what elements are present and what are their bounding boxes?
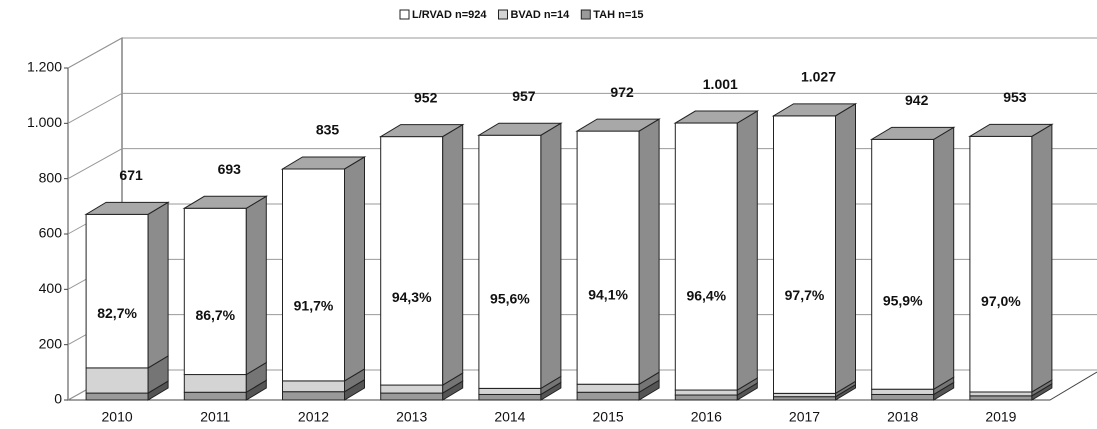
total-label: 953 bbox=[1003, 89, 1027, 105]
total-label: 942 bbox=[905, 92, 929, 108]
share-label: 95,9% bbox=[883, 292, 923, 308]
legend-swatch bbox=[399, 9, 410, 20]
y-tick-label: 400 bbox=[39, 280, 63, 296]
grid-line bbox=[67, 37, 1097, 69]
bar-side bbox=[442, 123, 464, 386]
bar-segment bbox=[183, 207, 247, 376]
legend-label: BVAD n=14 bbox=[510, 9, 570, 21]
bar-segment bbox=[478, 393, 542, 401]
bar-segment bbox=[576, 130, 640, 385]
x-tick-label: 2019 bbox=[985, 409, 1016, 425]
y-tick-label: 600 bbox=[39, 225, 63, 241]
bar-top bbox=[673, 110, 760, 124]
share-label: 95,6% bbox=[490, 290, 530, 306]
x-tick-label: 2015 bbox=[593, 409, 624, 425]
total-label: 671 bbox=[119, 167, 143, 183]
share-label: 86,7% bbox=[195, 307, 235, 323]
bar-top bbox=[477, 122, 563, 136]
bar-side bbox=[1031, 123, 1053, 393]
bar-segment bbox=[183, 391, 247, 401]
bar-segment bbox=[85, 213, 149, 369]
bar-top bbox=[771, 103, 858, 117]
x-tick-label: 2010 bbox=[102, 409, 133, 425]
share-label: 94,3% bbox=[392, 289, 432, 305]
bar-top bbox=[280, 156, 367, 170]
bar-side bbox=[933, 126, 955, 391]
total-label: 835 bbox=[316, 122, 340, 138]
bar-side bbox=[638, 118, 660, 386]
bar-top bbox=[84, 201, 170, 215]
bar-segment bbox=[674, 394, 738, 401]
bar-segment bbox=[478, 387, 542, 395]
bar-side bbox=[245, 195, 267, 376]
bar-segment bbox=[282, 168, 345, 382]
x-tick-label: 2014 bbox=[494, 409, 525, 425]
bar-side bbox=[835, 102, 856, 395]
bar-side bbox=[344, 156, 365, 382]
bar-segment bbox=[183, 374, 247, 393]
x-tick-label: 2016 bbox=[691, 409, 722, 425]
bar-segment bbox=[576, 383, 640, 393]
bar-segment bbox=[576, 391, 640, 401]
total-label: 1.027 bbox=[801, 69, 836, 85]
share-label: 91,7% bbox=[294, 297, 334, 313]
bar-segment bbox=[380, 136, 444, 386]
bar-top bbox=[869, 126, 956, 140]
x-tick-label: 2012 bbox=[298, 409, 329, 425]
y-tick-label: 200 bbox=[39, 335, 63, 351]
total-label: 952 bbox=[414, 89, 438, 105]
y-tick-label: 800 bbox=[39, 169, 63, 185]
share-label: 97,7% bbox=[785, 287, 825, 303]
bar-top bbox=[182, 195, 269, 209]
bar-segment bbox=[380, 392, 444, 401]
bar-segment bbox=[871, 393, 935, 401]
bar-side bbox=[736, 110, 758, 391]
bar-segment bbox=[85, 392, 149, 401]
x-tick-label: 2013 bbox=[396, 409, 427, 425]
share-label: 94,1% bbox=[588, 286, 628, 302]
share-label: 82,7% bbox=[97, 305, 137, 321]
y-tick-label: 0 bbox=[54, 391, 62, 407]
total-label: 1.001 bbox=[703, 76, 738, 92]
bar-segment bbox=[871, 138, 935, 390]
grid-line bbox=[67, 148, 1097, 180]
bar-side bbox=[540, 122, 562, 390]
legend-swatch bbox=[497, 9, 508, 20]
x-tick-label: 2018 bbox=[887, 409, 918, 425]
bar-segment bbox=[969, 135, 1033, 393]
total-label: 957 bbox=[512, 88, 536, 104]
share-label: 97,0% bbox=[981, 293, 1021, 309]
total-label: 693 bbox=[218, 161, 242, 177]
grid-line bbox=[67, 92, 1097, 124]
share-label: 96,4% bbox=[686, 287, 726, 303]
bar-segment bbox=[674, 122, 738, 391]
y-tick-label: 1.200 bbox=[27, 59, 62, 75]
x-tick-label: 2011 bbox=[200, 409, 230, 425]
bar-segment bbox=[773, 115, 836, 394]
bar-side bbox=[147, 201, 169, 369]
bar-segment bbox=[282, 391, 345, 401]
legend-label: TAH n=15 bbox=[593, 9, 643, 21]
bar-segment bbox=[674, 389, 738, 396]
bar-segment bbox=[969, 391, 1033, 397]
bar-segment bbox=[85, 367, 149, 394]
bar-segment bbox=[282, 380, 345, 393]
legend-swatch bbox=[580, 9, 591, 20]
bar-segment bbox=[478, 134, 542, 389]
total-label: 972 bbox=[610, 84, 634, 100]
x-tick-label: 2017 bbox=[789, 409, 820, 425]
bar-top bbox=[378, 124, 465, 138]
bar-segment bbox=[969, 395, 1033, 401]
bar-segment bbox=[871, 388, 935, 395]
y-tick-label: 1.000 bbox=[27, 114, 62, 130]
bar-top bbox=[968, 123, 1054, 137]
bar-segment bbox=[380, 384, 444, 394]
legend-label: L/RVAD n=924 bbox=[412, 9, 487, 21]
bar-top bbox=[575, 118, 661, 132]
